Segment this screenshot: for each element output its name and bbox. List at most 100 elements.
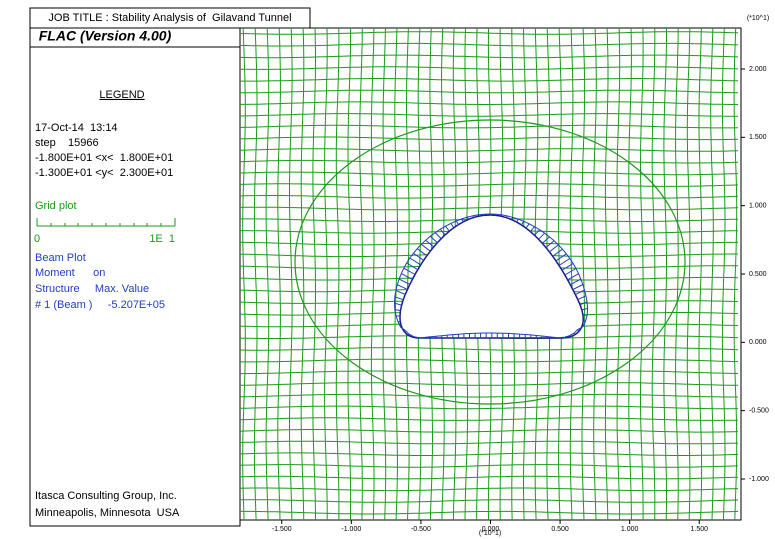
- mesh-line: [240, 429, 739, 433]
- moment-hatch: [413, 252, 424, 261]
- x-tick-label: -1.000: [341, 526, 361, 533]
- mesh-line: [253, 28, 258, 520]
- mesh-line: [721, 28, 726, 520]
- x-tick-label: -1.500: [272, 526, 292, 533]
- beam-line: Moment on: [35, 267, 105, 279]
- mesh-line: [686, 28, 691, 520]
- mesh-line: [698, 28, 703, 520]
- mesh-line: [289, 28, 293, 520]
- y-tick-label: -1.000: [749, 476, 769, 483]
- moment-hatch: [439, 228, 446, 236]
- moment-hatch: [455, 220, 459, 225]
- moment-hatch: [525, 223, 530, 229]
- moment-hatch: [575, 289, 585, 296]
- footer-line: Itasca Consulting Group, Inc.: [35, 490, 177, 502]
- mesh-line: [242, 28, 246, 520]
- mesh-line: [240, 113, 738, 117]
- mesh-line: [240, 510, 739, 515]
- mesh-line: [406, 28, 410, 520]
- mesh-line: [240, 101, 738, 105]
- moment-hatch: [450, 223, 455, 228]
- mesh-line: [240, 54, 739, 59]
- beam-line: Structure Max. Value: [35, 283, 149, 295]
- mesh-line: [240, 183, 739, 187]
- mesh-line: [240, 393, 738, 398]
- moment-hatch: [570, 278, 582, 286]
- mesh-line: [581, 28, 586, 520]
- y-range: -1.300E+01 <y< 2.300E+01: [35, 167, 173, 179]
- moment-hatch: [581, 307, 588, 311]
- mesh: [240, 28, 739, 520]
- moment-hatch: [401, 273, 413, 280]
- scale-bar: [36, 218, 176, 227]
- mesh-line: [312, 28, 316, 520]
- x-tick-label: 1.000: [621, 526, 639, 533]
- moment-envelope: [393, 213, 589, 339]
- mesh-line: [335, 28, 340, 520]
- scale-max: 1E 1: [149, 233, 175, 245]
- moment-hatch: [394, 309, 401, 311]
- moment-hatch: [395, 289, 406, 295]
- mesh-line: [240, 475, 739, 480]
- moment-hatch: [549, 244, 559, 253]
- mesh-line: [265, 28, 270, 520]
- x-range: -1.800E+01 <x< 1.800E+01: [35, 152, 173, 164]
- mesh-line: [240, 159, 739, 164]
- mesh-line: [359, 28, 363, 520]
- mesh-line: [240, 440, 739, 445]
- moment-hatch: [425, 239, 435, 248]
- moment-hatch: [572, 284, 584, 291]
- job-title: JOB TITLE : Stability Analysis of Gilava…: [48, 12, 291, 24]
- y-tick-label: 2.000: [749, 66, 767, 73]
- moment-hatch: [534, 229, 541, 236]
- mesh-line: [651, 28, 656, 520]
- y-tick-label: 1.000: [749, 203, 767, 210]
- moment-hatch: [398, 278, 411, 285]
- moment-hatch: [409, 257, 421, 266]
- mesh-line: [240, 42, 739, 47]
- moment-hatch: [552, 248, 563, 257]
- mesh-line: [370, 28, 375, 520]
- mesh-line: [240, 370, 739, 375]
- grid-plot: Grid plot: [35, 200, 77, 212]
- mesh-line: [240, 452, 739, 456]
- x-tick-label: 1.500: [690, 526, 708, 533]
- mesh-line: [382, 28, 387, 520]
- x-tick-label: 0.500: [551, 526, 569, 533]
- mesh-line: [394, 28, 398, 520]
- mesh-line: [240, 206, 739, 211]
- mesh-line: [733, 28, 738, 520]
- moment-hatch: [429, 235, 438, 244]
- mesh-line: [240, 136, 739, 141]
- footer-line: Minneapolis, Minnesota USA: [35, 507, 180, 519]
- mesh-line: [240, 89, 739, 94]
- mesh-line: [240, 124, 739, 129]
- step: step 15966: [35, 137, 99, 149]
- moment-hatch: [461, 218, 464, 223]
- beam-line: Beam Plot: [35, 252, 86, 264]
- mesh-line: [240, 195, 739, 199]
- beam-line: # 1 (Beam ) -5.207E+05: [35, 299, 165, 311]
- moment-hatch: [445, 225, 450, 232]
- mesh-line: [240, 148, 739, 152]
- mesh-line: [240, 499, 739, 503]
- y-tick-label: 1.500: [749, 134, 767, 141]
- mesh-line: [240, 171, 739, 176]
- x-tick-label: -0.500: [411, 526, 431, 533]
- moment-hatch: [394, 302, 402, 306]
- moment-hatch: [558, 258, 571, 266]
- moment-hatch: [564, 268, 577, 276]
- scale-min: 0: [34, 233, 40, 245]
- moment-hatch: [394, 296, 404, 301]
- y-tick-label: -0.500: [749, 408, 769, 415]
- mesh-line: [628, 28, 632, 520]
- mesh-line: [604, 28, 609, 520]
- mesh-line: [240, 405, 739, 410]
- mesh-line: [240, 417, 739, 421]
- moment-hatch: [545, 240, 555, 248]
- mesh-line: [324, 28, 328, 520]
- moment-hatch: [406, 262, 419, 271]
- moment-hatch: [538, 232, 546, 240]
